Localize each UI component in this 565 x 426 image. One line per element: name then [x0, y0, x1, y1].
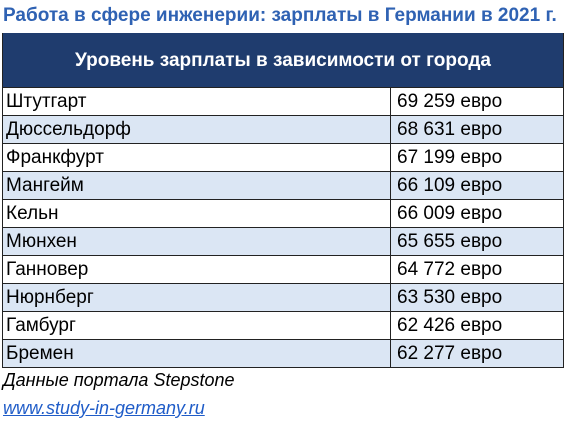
city-cell: Мюнхен	[3, 228, 391, 255]
source-note: Данные портала Stepstone	[3, 370, 235, 390]
table-row: Бремен 62 277 евро	[3, 339, 563, 367]
city-cell: Бремен	[3, 340, 391, 367]
table-row: Мюнхен 65 655 евро	[3, 227, 563, 255]
table-row: Гамбург 62 426 евро	[3, 311, 563, 339]
salary-cell: 66 109 евро	[397, 175, 503, 196]
table-row: Кельн 66 009 евро	[3, 199, 563, 227]
city-cell: Кельн	[3, 200, 391, 227]
salary-cell: 65 655 евро	[397, 231, 503, 252]
city-cell: Нюрнберг	[3, 284, 391, 311]
salary-cell: 69 259 евро	[397, 91, 503, 112]
salary-cell: 62 277 евро	[397, 343, 503, 364]
salary-table: Уровень зарплаты в зависимости от города…	[2, 33, 564, 368]
table-row: Франкфурт 67 199 евро	[3, 143, 563, 171]
table-row: Дюссельдорф 68 631 евро	[3, 115, 563, 143]
salary-cell: 66 009 евро	[397, 203, 503, 224]
city-cell: Гамбург	[3, 312, 391, 339]
city-cell: Штутгарт	[3, 88, 391, 115]
table-row: Мангейм 66 109 евро	[3, 171, 563, 199]
salary-cell: 67 199 евро	[397, 147, 503, 168]
city-cell: Дюссельдорф	[3, 116, 391, 143]
table-row: Нюрнберг 63 530 евро	[3, 283, 563, 311]
city-cell: Мангейм	[3, 172, 391, 199]
city-cell: Ганновер	[3, 256, 391, 283]
city-cell: Франкфурт	[3, 144, 391, 171]
salary-cell: 68 631 евро	[397, 119, 503, 140]
table-row: Штутгарт 69 259 евро	[3, 87, 563, 115]
table-header: Уровень зарплаты в зависимости от города	[3, 33, 563, 87]
page-title: Работа в сфере инженерии: зарплаты в Гер…	[3, 5, 557, 26]
salary-cell: 64 772 евро	[397, 259, 503, 280]
salary-cell: 63 530 евро	[397, 287, 503, 308]
table-row: Ганновер 64 772 евро	[3, 255, 563, 283]
website-link[interactable]: www.study-in-germany.ru	[3, 398, 205, 418]
salary-cell: 62 426 евро	[397, 315, 503, 336]
